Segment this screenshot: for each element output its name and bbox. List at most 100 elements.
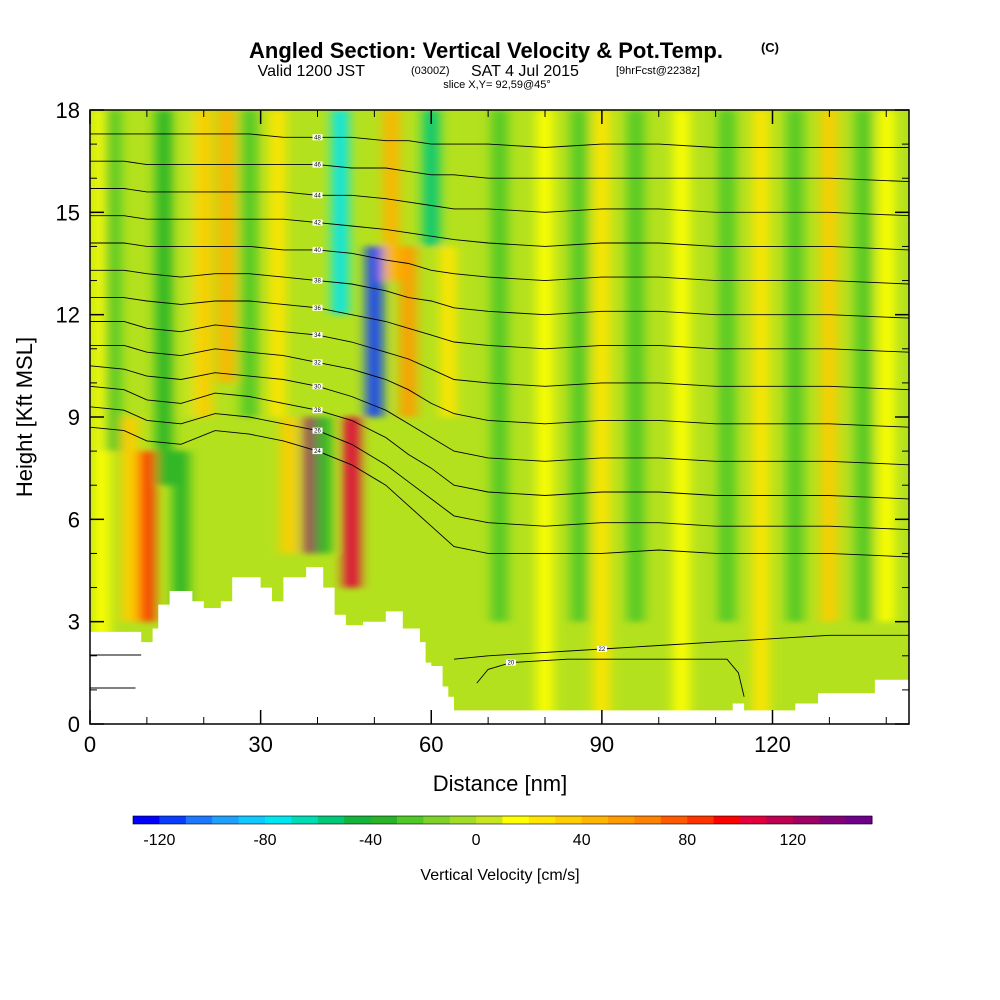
isentrope-44 bbox=[90, 188, 909, 217]
colorbar-swatch bbox=[212, 816, 240, 824]
isentrope-46 bbox=[90, 160, 909, 183]
chart-title: Angled Section: Vertical Velocity & Pot.… bbox=[249, 38, 723, 63]
isentrope-lines: 24 26 28 30 32 34 36 38 40 42 44 46 48 22 20 bbox=[90, 133, 909, 697]
isentrope-32 bbox=[90, 344, 909, 428]
terrain-mask bbox=[90, 567, 909, 724]
isentrope-label-bg bbox=[312, 161, 323, 168]
colorbar-swatch bbox=[264, 816, 292, 824]
isentrope-label: 40 bbox=[314, 248, 321, 254]
isentrope-48 bbox=[90, 133, 909, 148]
colorbar-tick-label: 40 bbox=[573, 832, 591, 849]
colorbar-tick-label: 0 bbox=[472, 832, 481, 849]
isentrope-label-bg bbox=[312, 277, 323, 284]
isentrope-label: 44 bbox=[314, 193, 321, 199]
velocity-band-9 bbox=[241, 110, 258, 417]
y-axis-label: Height [Kft MSL] bbox=[12, 337, 37, 497]
isentrope-26 bbox=[90, 406, 909, 531]
y-tick-label: 18 bbox=[56, 98, 80, 123]
isentrope-label: 42 bbox=[314, 221, 321, 227]
velocity-field bbox=[93, 110, 895, 724]
velocity-band-29 bbox=[787, 110, 804, 622]
colorbar bbox=[132, 815, 873, 825]
velocity-band-16 bbox=[366, 246, 383, 417]
isentrope-label: 30 bbox=[314, 384, 321, 390]
colorbar-swatch bbox=[740, 816, 767, 824]
isentrope-label-bg bbox=[312, 219, 323, 226]
velocity-band-21 bbox=[491, 110, 508, 622]
y-tick-label: 15 bbox=[56, 200, 80, 225]
colorbar-tick-labels: -120 -80 -40 0 40 80 120 bbox=[143, 832, 806, 849]
x-axis-label: Distance [nm] bbox=[433, 771, 568, 796]
velocity-band-30 bbox=[821, 110, 838, 622]
isentrope-label: 48 bbox=[314, 135, 321, 141]
isentrope-label: 28 bbox=[314, 408, 321, 414]
velocity-band-5 bbox=[173, 451, 189, 622]
colorbar-tick-label: -40 bbox=[359, 832, 382, 849]
isentrope-label-bg bbox=[312, 448, 323, 455]
isentrope-label: 46 bbox=[314, 163, 321, 169]
isentrope-36 bbox=[90, 297, 909, 353]
colorbar-swatch bbox=[449, 816, 477, 824]
isentrope-label-bg bbox=[312, 134, 323, 141]
velocity-band-17 bbox=[383, 110, 400, 281]
colorbar-swatch bbox=[423, 816, 451, 824]
velocity-band-1 bbox=[104, 110, 121, 452]
velocity-band-23 bbox=[571, 110, 588, 622]
x-tick-label: 0 bbox=[84, 732, 96, 757]
velocity-band-22 bbox=[537, 110, 553, 724]
colorbar-tick-label: 120 bbox=[779, 832, 806, 849]
x-tick-label: 30 bbox=[248, 732, 272, 757]
chart-title-unit: (C) bbox=[761, 40, 779, 55]
y-tick-label: 6 bbox=[68, 507, 80, 532]
velocity-band-27 bbox=[719, 110, 735, 622]
isentrope-label: 34 bbox=[314, 333, 321, 339]
colorbar-swatch bbox=[476, 816, 503, 824]
isentrope-label-bg bbox=[312, 192, 323, 199]
y-tick-label: 3 bbox=[68, 610, 80, 635]
colorbar-swatch bbox=[713, 816, 741, 824]
velocity-band-31 bbox=[855, 110, 872, 622]
plot-area: 24 26 28 30 32 34 36 38 40 42 44 46 48 22 20 bbox=[90, 110, 909, 724]
velocity-band-14 bbox=[332, 110, 349, 315]
y-tick-label: 12 bbox=[56, 303, 80, 328]
isentrope-label-bg bbox=[312, 427, 323, 434]
velocity-band-3 bbox=[138, 451, 155, 622]
velocity-band-28 bbox=[753, 110, 770, 724]
isentrope-label-bg bbox=[312, 332, 323, 339]
isentrope-label: 38 bbox=[314, 279, 321, 285]
velocity-band-2 bbox=[121, 417, 138, 622]
colorbar-swatch bbox=[581, 816, 609, 824]
isentrope-42 bbox=[90, 215, 909, 251]
colorbar-swatch bbox=[370, 816, 398, 824]
isentrope-label-bg bbox=[312, 304, 323, 311]
slice-label: slice X,Y= 92,59@45° bbox=[443, 79, 551, 91]
axis-ticks bbox=[89, 109, 909, 725]
colorbar-swatch bbox=[159, 816, 187, 824]
isentrope-label: 24 bbox=[314, 449, 321, 455]
x-tick-label: 90 bbox=[590, 732, 614, 757]
isentrope-label: 26 bbox=[314, 429, 321, 435]
isentrope-label-bg bbox=[596, 646, 607, 652]
colorbar-label: Vertical Velocity [cm/s] bbox=[420, 867, 579, 884]
isentrope-label-bg bbox=[312, 407, 323, 414]
velocity-band-25 bbox=[628, 110, 644, 622]
velocity-band-32 bbox=[878, 110, 895, 622]
valid-utc-label: (0300Z) bbox=[411, 65, 450, 77]
colorbar-swatch bbox=[660, 816, 688, 824]
velocity-band-7 bbox=[195, 110, 212, 417]
isentrope-34 bbox=[90, 321, 909, 391]
isentrope-30 bbox=[90, 365, 909, 466]
colorbar-swatch bbox=[819, 816, 847, 824]
isentrope-38 bbox=[90, 269, 909, 319]
x-tick-label: 60 bbox=[419, 732, 443, 757]
colorbar-swatch bbox=[502, 816, 530, 824]
isentrope-40 bbox=[90, 242, 909, 285]
isentrope-label: 20 bbox=[508, 661, 515, 667]
velocity-band-10 bbox=[269, 110, 286, 417]
isentrope-label: 36 bbox=[314, 306, 321, 312]
colorbar-swatch bbox=[528, 816, 556, 824]
velocity-band-13 bbox=[315, 417, 332, 554]
velocity-band-24 bbox=[593, 110, 610, 724]
colorbar-swatch bbox=[344, 816, 372, 824]
